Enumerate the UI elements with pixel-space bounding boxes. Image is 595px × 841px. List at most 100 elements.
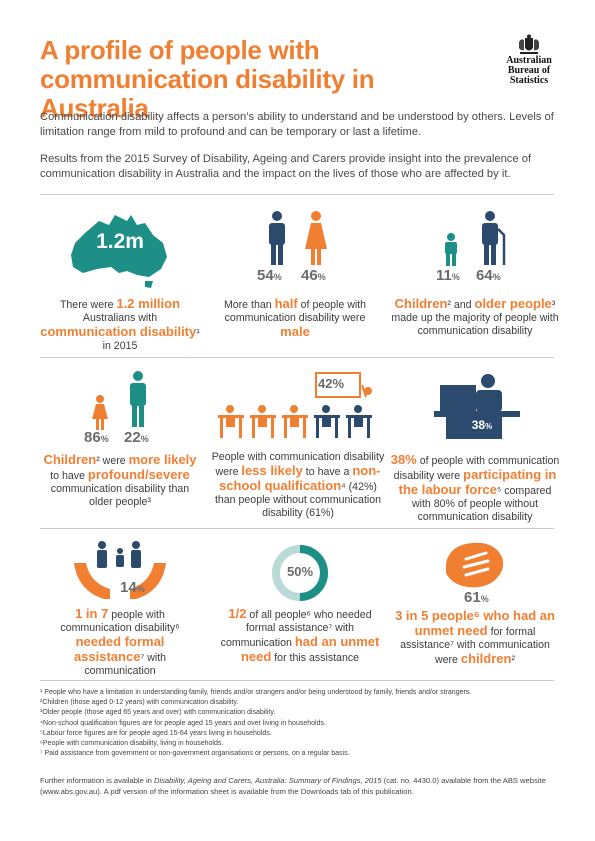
publication-title: Disability, Ageing and Carers, Australia… [153, 776, 382, 785]
caption-text: to have [50, 470, 88, 482]
child-severity-percent: 86% [84, 429, 109, 446]
office-worker-icon [434, 374, 520, 439]
caption-highlight: more likely [128, 452, 197, 467]
intro-paragraph-1: Communication disability affects a perso… [40, 111, 554, 138]
caption-highlight: Children [43, 452, 97, 467]
donut-fill-arc [272, 545, 328, 601]
unmet-need-donut-chart [272, 545, 328, 601]
age-caption: Children² and older people³ made up the … [390, 297, 560, 338]
older-percent-value: 64 [476, 267, 493, 284]
divider [40, 528, 554, 529]
footnotes: ¹ People who have a limitation in unders… [40, 688, 560, 759]
caption-text: There were [59, 299, 117, 311]
footnote-5: ⁵Labour force figures are for people age… [40, 729, 272, 737]
caption-text: of people with communication disability … [393, 455, 560, 482]
caption-text: People with communication disability wer… [211, 451, 385, 478]
unmet-children-percent: 61% [464, 589, 489, 606]
caption-text: ⁴ (42%) than people without communicatio… [214, 481, 382, 519]
logo-line-2: Bureau of [507, 65, 551, 76]
caption-text: Australians with [82, 312, 158, 324]
australia-map-icon [71, 215, 167, 288]
qualification-board-value: 42% [318, 376, 345, 391]
footnote-1: ¹ People who have a limitation in unders… [40, 689, 472, 696]
caption-text: to have a [302, 466, 353, 478]
footnote-2: ²Children (those aged 0-12 years) with c… [40, 699, 239, 707]
caption-highlight: Children [394, 296, 448, 311]
caption-text: ⁷ with communication [84, 652, 167, 677]
female-percent: 46% [301, 267, 326, 284]
stat-unmet-need: 50% 1/2 of all people⁶ who needed formal… [215, 537, 385, 677]
caption-highlight: male [280, 324, 310, 339]
caption-highlight: had an unmet need [240, 634, 380, 664]
caption-highlight: older people [474, 296, 552, 311]
stat-severity: 86% 22% Children² were more likely to ha… [40, 365, 200, 515]
male-percent: 54% [257, 267, 282, 284]
child-percent: 11% [436, 267, 460, 284]
older-severity-value: 22 [124, 429, 141, 446]
male-icon [269, 211, 285, 265]
caption-text: of people with communication disability … [224, 299, 367, 324]
labour-force-badge: 38% [471, 418, 493, 432]
caption-text: for this assistance [271, 652, 360, 664]
helping-hand-icon [446, 542, 504, 588]
caption-highlight: children [460, 651, 512, 666]
logo-line-1: Australian [506, 55, 552, 66]
unmet-children-value: 61 [464, 589, 481, 606]
footnote-6: ⁶People with communication disability, l… [40, 740, 224, 748]
caption-highlight: 1 in 7 [75, 606, 109, 621]
caption-highlight: 3 in 5 people⁶ who had an unmet need [395, 608, 555, 638]
caption-text: for formal assistance⁷ with communicatio… [400, 626, 550, 666]
logo-line-3: Statistics [509, 75, 549, 86]
stat-unmet-children: 61% 3 in 5 people⁶ who had an unmet need… [390, 537, 560, 677]
older-severity-percent: 22% [124, 429, 149, 446]
caption-text: people with communication disability⁶ [60, 609, 180, 634]
divider [40, 357, 554, 358]
caption-text: ² and [447, 299, 475, 311]
stat-formal-assistance: 14% 1 in 7 people with communication dis… [40, 537, 200, 677]
divider [40, 680, 554, 681]
stat-sex-split: 54% 46% More than half of people with co… [215, 205, 375, 355]
footnote-3: ³Older people (those aged 65 years and o… [40, 709, 276, 717]
further-text: (cat. no. 4430.0) available from the ABS… [40, 776, 546, 796]
family-in-hands-icon [74, 541, 166, 599]
caption-highlight: 1/2 [228, 606, 247, 621]
caption-text: ³ made up the majority of people with co… [391, 299, 559, 337]
older-person-icon [482, 211, 506, 265]
total-caption: There were 1.2 million Australians with … [40, 297, 200, 353]
caption-text: ⁵ compared with 80% of people without co… [411, 485, 552, 523]
caption-text: communication disability than older peop… [50, 483, 190, 508]
caption-text: ² [511, 654, 515, 666]
older-percent: 64% [476, 267, 501, 284]
caption-highlight: less likely [241, 463, 303, 478]
abs-logo: Australian Bureau of Statistics [494, 34, 564, 90]
caption-highlight: communication disability [40, 324, 197, 339]
classroom-icon [218, 372, 372, 438]
girl-icon [92, 395, 108, 430]
map-label: 1.2m [96, 230, 144, 253]
severity-caption: Children² were more likely to have profo… [40, 453, 200, 509]
formal-assistance-value: 14 [120, 579, 137, 596]
unmet-need-caption: 1/2 of all people⁶ who needed formal ass… [215, 607, 385, 665]
donut-label: 50% [286, 564, 314, 579]
male-percent-value: 54 [257, 267, 274, 284]
labour-force-badge-value: 38 [471, 418, 486, 432]
child-percent-value: 11 [436, 267, 452, 284]
coat-of-arms-icon [519, 34, 539, 54]
further-text: Further information is available in [40, 776, 154, 785]
intro-paragraph-2: Results from the 2015 Survey of Disabili… [40, 153, 532, 180]
stat-age-groups: 11% 64% Children² and older people³ made… [390, 205, 560, 355]
caption-highlight: 38% [390, 452, 417, 467]
labour-force-caption: 38% of people with communication disabil… [390, 453, 560, 524]
stat-labour-force: 38% 38% of people with communication dis… [390, 365, 560, 523]
stat-qualification: 42% People with communication disability… [208, 365, 388, 519]
footnote-4: ⁴Non-school qualification figures are fo… [40, 719, 326, 727]
female-icon [305, 211, 327, 265]
caption-highlight: 1.2 million [116, 296, 181, 311]
stat-total-australians: 1.2m There were 1.2 million Australians … [40, 205, 200, 355]
unmet-children-caption: 3 in 5 people⁶ who had an unmet need for… [390, 609, 560, 667]
divider [40, 194, 554, 195]
child-severity-value: 86 [84, 429, 101, 446]
caption-highlight: profound/severe [87, 467, 190, 482]
caption-highlight: participating in the labour force [398, 467, 557, 497]
footnote-7: ⁷ Paid assistance from government or non… [40, 750, 350, 758]
